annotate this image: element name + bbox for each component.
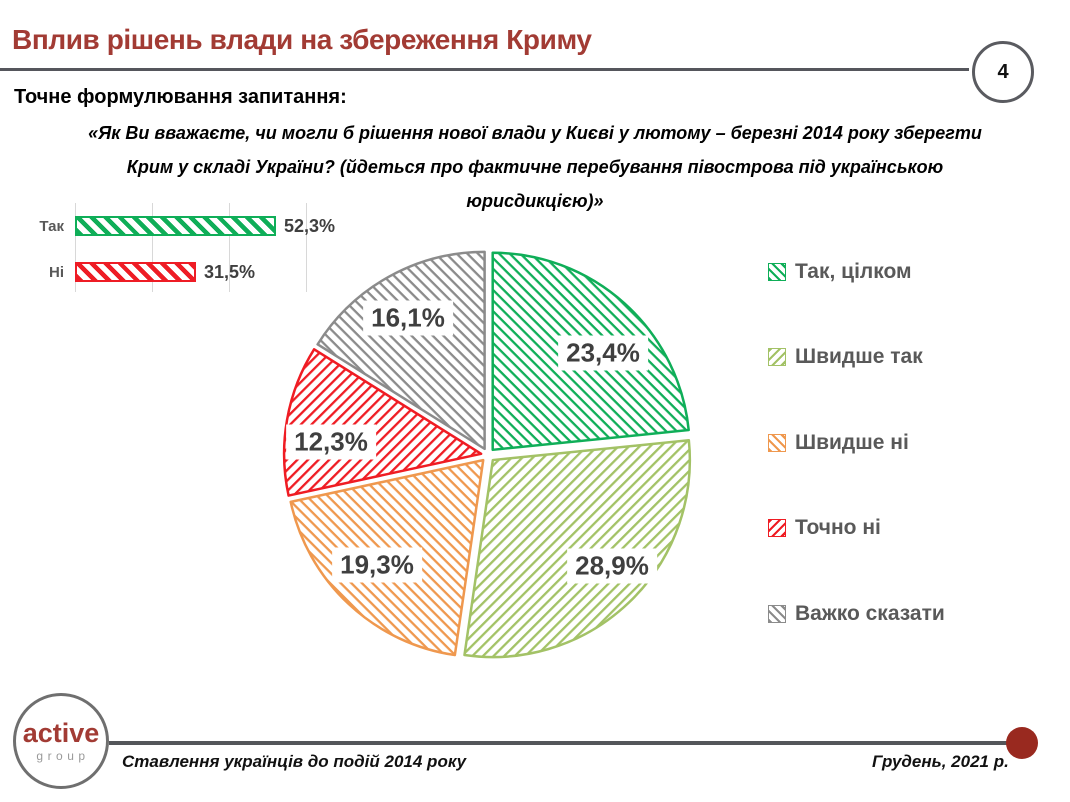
legend-label: Важко сказати [795, 602, 945, 625]
gridline [306, 203, 307, 292]
gridline [75, 203, 76, 292]
logo-text-active: active [22, 717, 100, 748]
gridline [229, 203, 230, 292]
pie-data-label: 12,3% [286, 424, 376, 460]
question-line-2: Крим у складі України? (йдеться про факт… [126, 157, 944, 177]
bar-category-label: Так [39, 218, 64, 235]
question-label: Точне формулювання запитання: [14, 86, 347, 108]
legend-item: Точно ні [768, 513, 881, 543]
legend-label: Швидше ні [795, 431, 909, 454]
footer-dot [1006, 727, 1038, 759]
page-number-badge: 4 [972, 41, 1034, 103]
footer-caption-left: Ставлення українців до подій 2014 року [122, 752, 467, 771]
footer-line [109, 741, 1007, 745]
question-text: «Як Ви вважаєте, чи могли б рішення ново… [30, 116, 1040, 218]
question-line-3: юрисдикцією)» [466, 191, 604, 211]
legend-label: Так, цілком [795, 260, 912, 283]
legend-item: Швидше так [768, 342, 923, 372]
pie-data-label: 16,1% [363, 300, 453, 336]
bar-yes [75, 216, 276, 236]
pie-data-label: 19,3% [332, 547, 422, 583]
legend-swatch-red [768, 519, 786, 537]
bar-category-label: Ні [49, 264, 64, 281]
pie-data-label: 23,4% [558, 335, 648, 371]
bar-value-label: 31,5% [204, 262, 256, 282]
legend-item: Швидше ні [768, 428, 909, 458]
bar-no [75, 262, 196, 282]
gridline [152, 203, 153, 292]
legend-swatch-gray [768, 605, 786, 623]
pie-data-label: 28,9% [567, 548, 657, 584]
page-title: Вплив рішень влади на збереження Криму [12, 24, 592, 55]
legend-item: Важко сказати [768, 599, 945, 629]
logo-text-group: group [36, 748, 90, 763]
company-logo: active group [13, 693, 109, 789]
legend-swatch-green [768, 263, 786, 281]
legend-swatch-yellowgreen [768, 348, 786, 366]
bar-chart: Так 52,3% Ні 31,5% [20, 198, 365, 298]
legend-swatch-orange [768, 434, 786, 452]
legend-label: Швидше так [795, 345, 923, 368]
question-line-1: «Як Ви вважаєте, чи могли б рішення ново… [88, 123, 982, 143]
footer-caption-right: Грудень, 2021 р. [872, 752, 1009, 771]
legend-item: Так, цілком [768, 257, 912, 287]
legend-label: Точно ні [795, 516, 881, 539]
bar-value-label: 52,3% [284, 216, 336, 236]
title-underline [0, 68, 969, 71]
